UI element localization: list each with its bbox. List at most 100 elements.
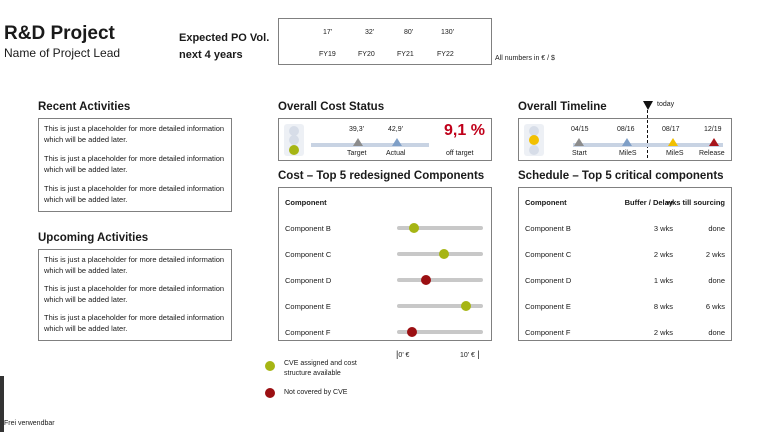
- milestone-date: 12/19: [704, 126, 722, 133]
- schedule-header-component: Component: [525, 198, 567, 207]
- component-label: Component E: [285, 302, 331, 311]
- po-value: 32’: [365, 29, 375, 36]
- upcoming-activities-heading: Upcoming Activities: [38, 232, 149, 244]
- list-item: This is just a placeholder for more deta…: [44, 313, 225, 333]
- actual-label: Actual: [386, 150, 406, 157]
- target-value: 39,3’: [349, 126, 365, 133]
- schedule-sourcing: done: [708, 224, 725, 233]
- milestone-date: 08/17: [662, 126, 680, 133]
- milestone-label: Start: [572, 150, 587, 157]
- traffic-light-red-icon: [289, 126, 299, 136]
- recent-activities-box: This is just a placeholder for more deta…: [38, 118, 232, 212]
- cost-dot-assigned: [409, 223, 420, 233]
- schedule-header-buffer: Buffer / Delay: [624, 198, 673, 207]
- list-item: This is just a placeholder for more deta…: [44, 184, 225, 204]
- milestone-marker-icon: [622, 138, 632, 146]
- schedule-component: Component E: [525, 302, 571, 311]
- column-header: Component: [285, 198, 327, 207]
- today-line: [647, 110, 648, 158]
- schedule-buffer: 8 wks: [653, 302, 673, 311]
- cost-track: [397, 278, 483, 282]
- target-label: Target: [347, 150, 367, 157]
- traffic-light: [524, 124, 544, 156]
- component-label: Component C: [285, 250, 332, 259]
- schedule-box: Component Buffer / Delay wks till sourci…: [518, 187, 732, 341]
- milestone-date: 04/15: [571, 126, 589, 133]
- legend-not-covered: Not covered by CVE: [284, 389, 348, 396]
- po-volume-label-2: next 4 years: [179, 49, 243, 61]
- po-value: 80’: [404, 29, 414, 36]
- cost-dot-not-covered: [406, 327, 417, 337]
- po-year: FY19: [319, 51, 336, 58]
- page-title: R&D Project: [4, 23, 115, 44]
- cost-status-heading: Overall Cost Status: [278, 101, 385, 113]
- actual-value: 42,9’: [388, 126, 404, 133]
- project-lead: Name of Project Lead: [4, 46, 121, 60]
- traffic-light-amber-icon: [289, 135, 299, 145]
- schedule-sourcing: done: [708, 276, 725, 285]
- cost-status-box: 39,3’ Target 42,9’ Actual 9,1 % off targ…: [278, 118, 492, 161]
- recent-activities-heading: Recent Activities: [38, 101, 131, 113]
- axis-max-label: 10’ € |: [460, 349, 480, 359]
- cost-dot-not-covered: [421, 275, 432, 285]
- cost-components-heading: Cost – Top 5 redesigned Components: [278, 170, 485, 182]
- list-item: This is just a placeholder for more deta…: [44, 124, 225, 144]
- traffic-light-amber-icon: [529, 135, 539, 145]
- cost-dot-assigned: [460, 301, 471, 311]
- schedule-component: Component F: [525, 328, 571, 337]
- cost-components-box: Component Component B Component C Compon…: [278, 187, 492, 341]
- component-label: Component D: [285, 276, 332, 285]
- timeline-heading: Overall Timeline: [518, 101, 607, 113]
- component-label: Component F: [285, 328, 331, 337]
- axis-min-label: |0’ €: [396, 349, 410, 359]
- milestone-marker-icon: [709, 138, 719, 146]
- traffic-light-green-icon: [529, 145, 539, 155]
- cost-track: [397, 226, 483, 230]
- today-marker-icon: [643, 101, 653, 110]
- cost-deviation-label: off target: [446, 150, 474, 157]
- po-year: FY21: [397, 51, 414, 58]
- milestone-label: Release: [699, 150, 725, 157]
- schedule-component: Component D: [525, 276, 572, 285]
- po-year: FY22: [437, 51, 454, 58]
- schedule-header-sourcing: wks till sourcing: [666, 198, 725, 207]
- list-item: This is just a placeholder for more deta…: [44, 284, 225, 304]
- currency-note: All numbers in € / $: [495, 55, 555, 62]
- milestone-label: MileS: [666, 150, 684, 157]
- cost-bar: [311, 143, 429, 147]
- cost-track: [397, 304, 483, 308]
- milestone-label: MileS: [619, 150, 637, 157]
- milestone-marker-icon: [574, 138, 584, 146]
- schedule-sourcing: 2 wks: [705, 250, 725, 259]
- timeline-bar: [573, 143, 723, 147]
- assigned-legend-icon: [265, 361, 275, 371]
- traffic-light-green-icon: [289, 145, 299, 155]
- milestone-marker-icon: [668, 138, 678, 146]
- target-marker-icon: [353, 138, 363, 146]
- schedule-buffer: 1 wks: [653, 276, 673, 285]
- schedule-sourcing: done: [708, 328, 725, 337]
- po-volume-label: Expected PO Vol.: [179, 32, 270, 44]
- schedule-component: Component C: [525, 250, 572, 259]
- traffic-light: [284, 124, 304, 156]
- po-volume-box: 17’ 32’ 80’ 130’ FY19 FY20 FY21 FY22: [278, 18, 492, 65]
- po-year: FY20: [358, 51, 375, 58]
- list-item: This is just a placeholder for more deta…: [44, 255, 225, 275]
- list-item: This is just a placeholder for more deta…: [44, 154, 225, 174]
- cost-dot-assigned: [439, 249, 450, 259]
- traffic-light-red-icon: [529, 126, 539, 136]
- milestone-date: 08/16: [617, 126, 635, 133]
- po-value: 130’: [441, 29, 455, 36]
- not-covered-legend-icon: [265, 388, 275, 398]
- cost-track: [397, 330, 483, 334]
- schedule-heading: Schedule – Top 5 critical components: [518, 170, 724, 182]
- po-value: 17’: [323, 29, 333, 36]
- timeline-box: 04/15 Start 08/16 MileS 08/17 MileS 12/1…: [518, 118, 732, 161]
- upcoming-activities-box: This is just a placeholder for more deta…: [38, 249, 232, 341]
- schedule-buffer: 3 wks: [653, 224, 673, 233]
- schedule-sourcing: 6 wks: [705, 302, 725, 311]
- cost-deviation-percent: 9,1 %: [444, 122, 485, 139]
- classification-note: Frei verwendbar: [4, 420, 55, 427]
- schedule-buffer: 2 wks: [653, 250, 673, 259]
- schedule-component: Component B: [525, 224, 571, 233]
